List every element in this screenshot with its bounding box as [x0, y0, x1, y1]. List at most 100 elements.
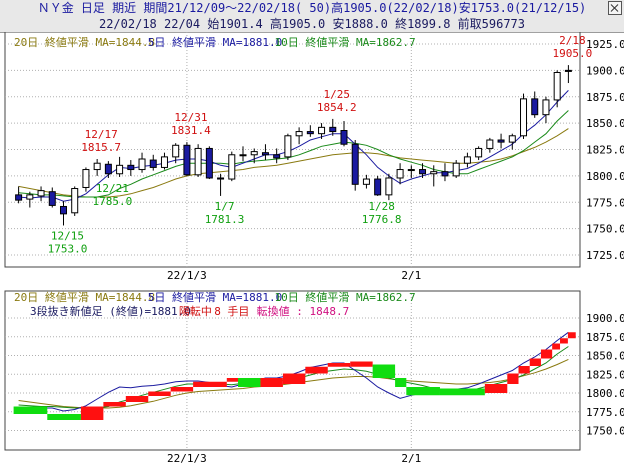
candle-body [93, 162, 101, 171]
ohlc-info-bar: 22/02/18 22/04 始1901.4 高1905.0 安1888.0 終… [0, 16, 624, 33]
brick-down [439, 388, 485, 396]
candle-body [15, 194, 23, 201]
y-tick-label: 1775.0 [586, 196, 624, 209]
candle-body [452, 162, 460, 177]
brick-down [406, 387, 440, 396]
ohlc-info: 22/02/18 22/04 始1901.4 高1905.0 安1888.0 終… [98, 17, 525, 31]
candle-body [497, 139, 505, 143]
brick-down [372, 364, 396, 378]
brick-up [125, 396, 149, 402]
candle-body [205, 147, 213, 179]
candle-body [340, 130, 348, 145]
y-tick-label: 1725.0 [586, 249, 624, 262]
linebreak-info-state: 陽転中 [179, 305, 212, 318]
candle-body [419, 169, 427, 175]
candle-body [172, 144, 180, 158]
brick-up [80, 406, 104, 420]
brick-up [560, 338, 568, 344]
candle-body [250, 151, 258, 156]
close-icon[interactable] [608, 1, 622, 15]
candle-body [531, 98, 539, 116]
brick-up [193, 381, 227, 387]
y-tick-label: 1750.0 [586, 425, 624, 438]
low-value-label: 1785.0 [92, 195, 132, 208]
x-tick-label: 2/1 [401, 269, 421, 282]
candle-body [318, 126, 326, 135]
candle-body [183, 144, 191, 176]
candle-body [463, 156, 471, 164]
candle-body [362, 178, 370, 185]
candle-body [351, 143, 359, 185]
legend-ma10: 10日 終値平滑 MA=1862.7 [275, 290, 416, 304]
brick-up [327, 363, 351, 367]
candle-body [138, 158, 146, 171]
brick-down [47, 414, 81, 420]
candle-body [26, 194, 34, 200]
brick-up [484, 384, 508, 393]
brick-up [148, 391, 171, 396]
high-date-label: 12/31 [174, 111, 207, 124]
brick-up [226, 378, 239, 382]
high-value-label: 1815.7 [81, 141, 121, 154]
brick-up [170, 387, 194, 392]
legend-ma10: 10日 終値平滑 MA=1862.7 [275, 35, 416, 49]
candle-body [82, 169, 90, 188]
ma-line-ma10 [18, 110, 569, 198]
candle-body [542, 99, 550, 116]
candle-body [149, 159, 157, 168]
window-title-bar: ＮＹ金 日足 期近 期間21/12/09～22/02/18( 50)高1905.… [0, 0, 624, 17]
linebreak-panel: 1900.0 1875.0 1850.0 1825.0 1800.0 1775.0 1750… [4, 290, 624, 465]
brick-up [507, 373, 519, 384]
candle-body [564, 69, 572, 72]
brick-up [552, 343, 561, 350]
y-tick-label: 1825.0 [586, 144, 624, 157]
y-tick-label: 1850.0 [586, 117, 624, 130]
candle-body [261, 152, 269, 156]
x-tick-label: 22/1/3 [167, 452, 207, 465]
candle-body [306, 131, 314, 135]
candle-body [71, 188, 79, 214]
brick-up [103, 402, 126, 407]
brick-up [350, 361, 373, 367]
high-date-label: 12/17 [85, 128, 118, 141]
candle-body [194, 147, 202, 176]
brick-up [540, 349, 553, 359]
x-tick-label: 2/1 [401, 452, 421, 465]
low-date-label: 12/21 [96, 182, 129, 195]
candle-body [239, 154, 247, 157]
candle-body [273, 154, 281, 159]
brick-down [395, 378, 407, 387]
brick-up [260, 378, 283, 387]
brick-up [518, 366, 530, 374]
window-title: ＮＹ金 日足 期近 期間21/12/09～22/02/18( 50)高1905.… [37, 1, 587, 15]
high-value-label: 1905.0 [553, 47, 593, 60]
brick-up [305, 366, 328, 374]
candle-body [295, 131, 303, 137]
brick-up [282, 373, 306, 384]
y-tick-label: 1775.0 [586, 406, 624, 419]
low-date-label: 12/15 [51, 229, 84, 242]
candle-body [374, 178, 382, 196]
candle-body [520, 98, 528, 137]
low-value-label: 1776.8 [362, 213, 402, 226]
y-tick-label: 1850.0 [586, 350, 624, 363]
candle-body [127, 164, 135, 171]
high-date-label: 1/25 [324, 88, 351, 101]
candle-body [385, 177, 393, 196]
candle-body [396, 169, 404, 179]
candle-body [37, 190, 45, 197]
y-tick-label: 1825.0 [586, 368, 624, 381]
high-date-label: 2/18 [559, 34, 586, 47]
y-tick-label: 1900.0 [586, 64, 624, 77]
low-date-label: 1/28 [368, 200, 395, 213]
linebreak-info-step: 8 手目 [214, 304, 249, 318]
high-value-label: 1854.2 [317, 101, 357, 114]
legend-ma20: 20日 終値平滑 MA=1844.8 [14, 290, 155, 304]
candle-body [228, 154, 236, 180]
brick-down [238, 378, 261, 387]
linebreak-panel-frame [4, 290, 581, 451]
candle-body [59, 205, 67, 215]
candle-body [441, 171, 449, 177]
brick-up [529, 358, 541, 366]
candle-body [329, 126, 337, 133]
